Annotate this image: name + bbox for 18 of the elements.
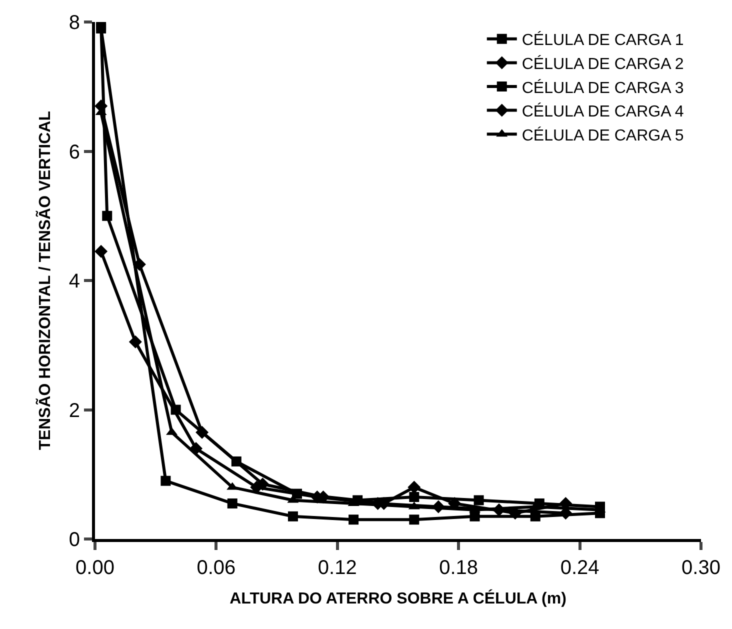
x-axis-title: ALTURA DO ATERRO SOBRE A CÉLULA (m): [230, 588, 566, 608]
y-tick-label: 4: [68, 270, 80, 292]
y-tick-label: 6: [68, 141, 80, 164]
x-tick-label: 0.12: [318, 557, 357, 579]
y-tick-label: 8: [68, 12, 80, 34]
x-tick-label: 0.24: [560, 557, 600, 579]
x-tick-label: 0.30: [682, 557, 720, 579]
x-tick-label: 0.06: [196, 557, 236, 579]
y-axis-title: TENSÃO HORIZONTAL / TENSÃO VERTICAL: [34, 110, 54, 450]
x-tick-label: 0.18: [439, 557, 478, 579]
legend-label: CÉLULA DE CARGA 5: [522, 126, 684, 144]
y-tick-label: 0: [68, 529, 80, 551]
x-tick-label: 0.00: [76, 557, 114, 579]
legend-label: CÉLULA DE CARGA 1: [522, 31, 684, 50]
legend-label: CÉLULA DE CARGA 4: [522, 102, 684, 121]
legend-label: CÉLULA DE CARGA 3: [522, 78, 684, 97]
legend-label: CÉLULA DE CARGA 2: [522, 54, 684, 73]
y-tick-label: 2: [68, 400, 80, 422]
